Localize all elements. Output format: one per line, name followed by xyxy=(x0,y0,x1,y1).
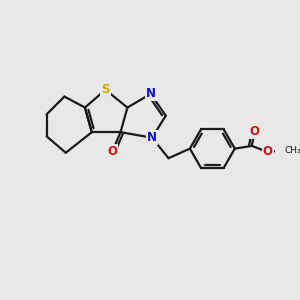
Text: O: O xyxy=(107,145,117,158)
Text: N: N xyxy=(146,87,156,100)
Text: N: N xyxy=(147,131,157,144)
Text: S: S xyxy=(101,83,110,96)
Text: O: O xyxy=(263,146,273,158)
Text: O: O xyxy=(250,125,260,138)
Text: CH₃: CH₃ xyxy=(284,146,300,155)
